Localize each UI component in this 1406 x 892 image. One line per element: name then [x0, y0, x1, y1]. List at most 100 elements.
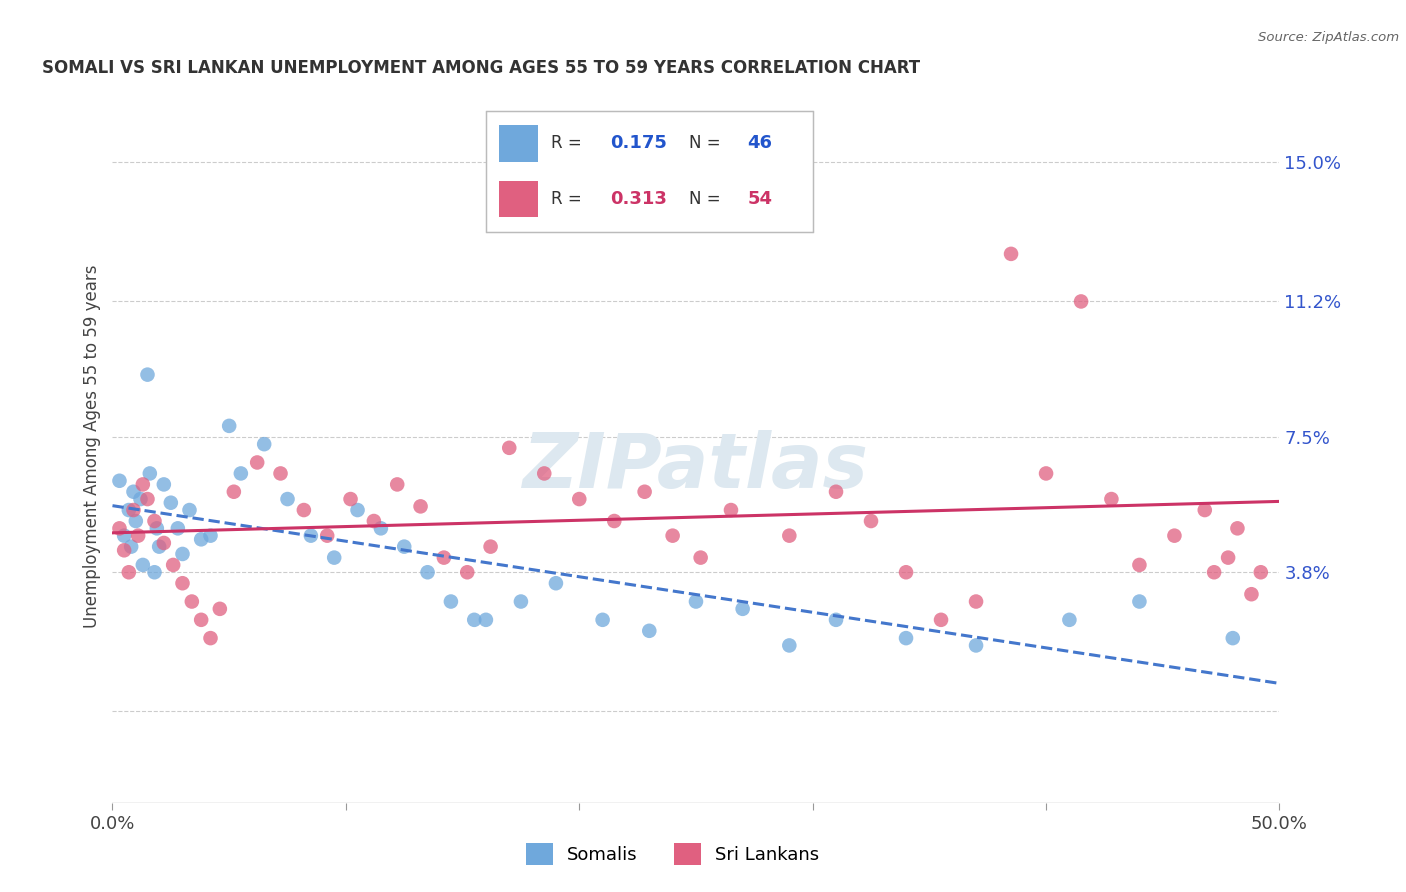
Point — [246, 455, 269, 469]
Point — [153, 477, 176, 491]
Point — [894, 631, 917, 645]
Point — [122, 484, 145, 499]
Point — [148, 540, 170, 554]
Point — [200, 631, 222, 645]
Point — [146, 521, 169, 535]
Point — [661, 529, 683, 543]
Point — [120, 540, 142, 554]
Point — [229, 467, 252, 481]
Point — [190, 533, 212, 547]
Point — [394, 540, 416, 554]
Point — [153, 536, 176, 550]
Text: Source: ZipAtlas.com: Source: ZipAtlas.com — [1258, 31, 1399, 45]
Point — [108, 474, 131, 488]
Point — [544, 576, 567, 591]
Point — [416, 566, 439, 580]
Y-axis label: Unemployment Among Ages 55 to 59 years: Unemployment Among Ages 55 to 59 years — [83, 264, 101, 628]
Point — [172, 547, 194, 561]
Point — [965, 594, 987, 608]
Point — [253, 437, 276, 451]
Point — [1128, 558, 1150, 572]
Point — [363, 514, 385, 528]
Point — [463, 613, 485, 627]
Point — [479, 540, 502, 554]
Point — [498, 441, 520, 455]
Point — [1194, 503, 1216, 517]
Point — [456, 566, 478, 580]
Point — [633, 484, 655, 499]
Point — [509, 594, 531, 608]
Point — [270, 467, 292, 481]
Point — [1240, 587, 1263, 601]
Point — [929, 613, 952, 627]
Point — [108, 521, 131, 535]
Text: ZIPatlas: ZIPatlas — [523, 431, 869, 504]
Point — [689, 550, 711, 565]
Point — [132, 477, 155, 491]
Point — [603, 514, 626, 528]
Point — [1070, 294, 1092, 309]
Point — [409, 500, 432, 514]
Point — [825, 613, 848, 627]
Point — [208, 602, 231, 616]
Point — [894, 566, 917, 580]
Point — [1059, 613, 1081, 627]
Point — [200, 529, 222, 543]
Point — [136, 491, 159, 506]
Point — [222, 484, 245, 499]
Point — [568, 491, 591, 506]
Point — [132, 558, 155, 572]
Point — [346, 503, 368, 517]
Point — [433, 550, 456, 565]
Point — [370, 521, 392, 535]
Point — [638, 624, 661, 638]
Point — [292, 503, 315, 517]
Point — [387, 477, 409, 491]
Text: SOMALI VS SRI LANKAN UNEMPLOYMENT AMONG AGES 55 TO 59 YEARS CORRELATION CHART: SOMALI VS SRI LANKAN UNEMPLOYMENT AMONG … — [42, 59, 921, 77]
Point — [122, 503, 145, 517]
Point — [440, 594, 463, 608]
Point — [166, 521, 188, 535]
Point — [1099, 491, 1122, 506]
Point — [1000, 247, 1022, 261]
Point — [860, 514, 883, 528]
Point — [592, 613, 614, 627]
Point — [685, 594, 707, 608]
Point — [136, 368, 159, 382]
Point — [1250, 566, 1272, 580]
Point — [190, 613, 212, 627]
Point — [127, 529, 149, 543]
Point — [720, 503, 742, 517]
Point — [965, 639, 987, 653]
Point — [179, 503, 201, 517]
Point — [744, 211, 766, 225]
Point — [778, 639, 800, 653]
Point — [1163, 529, 1185, 543]
Point — [218, 418, 240, 433]
Point — [143, 566, 166, 580]
Point — [1128, 594, 1150, 608]
Point — [1222, 631, 1244, 645]
Point — [143, 514, 166, 528]
Point — [118, 566, 141, 580]
Point — [825, 484, 848, 499]
Point — [533, 467, 555, 481]
Point — [139, 467, 162, 481]
Point — [162, 558, 184, 572]
Point — [160, 496, 183, 510]
Point — [112, 529, 135, 543]
Point — [299, 529, 322, 543]
Point — [172, 576, 194, 591]
Point — [112, 543, 135, 558]
Point — [118, 503, 141, 517]
Point — [1204, 566, 1226, 580]
Point — [125, 514, 148, 528]
Point — [276, 491, 298, 506]
Point — [1035, 467, 1057, 481]
Point — [129, 491, 152, 506]
Point — [316, 529, 339, 543]
Point — [180, 594, 202, 608]
Point — [778, 529, 800, 543]
Point — [339, 491, 361, 506]
Point — [731, 602, 754, 616]
